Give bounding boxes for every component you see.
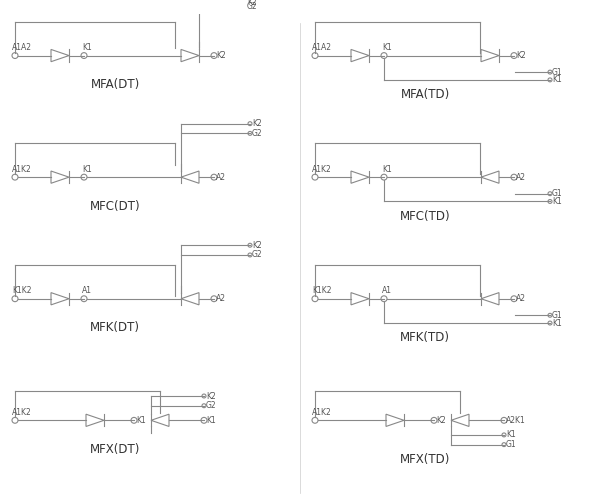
Text: A2: A2: [516, 294, 526, 303]
Text: A1K2: A1K2: [12, 165, 32, 174]
Text: A1A2: A1A2: [312, 43, 332, 52]
Text: MFA(TD): MFA(TD): [400, 88, 449, 101]
Text: K1: K1: [206, 416, 216, 425]
Text: K1: K1: [506, 431, 516, 440]
Text: A1: A1: [82, 286, 92, 295]
Text: K2: K2: [516, 51, 526, 60]
Text: K1: K1: [82, 43, 92, 52]
Text: G2: G2: [252, 250, 263, 260]
Text: K1K2: K1K2: [12, 286, 32, 295]
Text: K2: K2: [247, 0, 257, 7]
Text: MFX(TD): MFX(TD): [400, 453, 450, 466]
Text: K1K2: K1K2: [312, 286, 331, 295]
Text: A2: A2: [216, 173, 226, 182]
Text: K2: K2: [216, 51, 226, 60]
Text: G1: G1: [552, 67, 563, 76]
Text: MFK(TD): MFK(TD): [400, 331, 450, 344]
Text: A2: A2: [516, 173, 526, 182]
Text: A1A2: A1A2: [12, 43, 32, 52]
Text: K1: K1: [382, 43, 392, 52]
Text: A2: A2: [216, 294, 226, 303]
Text: G2: G2: [247, 3, 257, 12]
Text: K1: K1: [552, 318, 562, 327]
Text: K1: K1: [136, 416, 146, 425]
Text: K2: K2: [252, 119, 262, 128]
Text: G1: G1: [552, 189, 563, 198]
Text: A2K1: A2K1: [506, 416, 526, 425]
Text: K2: K2: [206, 391, 216, 400]
Text: K1: K1: [552, 197, 562, 206]
Text: K2: K2: [436, 416, 446, 425]
Text: A1K2: A1K2: [312, 408, 332, 417]
Text: MFX(DT): MFX(DT): [90, 443, 140, 456]
Text: MFC(DT): MFC(DT): [89, 200, 140, 213]
Text: K1: K1: [382, 165, 392, 174]
Text: G2: G2: [206, 401, 217, 410]
Text: G2: G2: [252, 129, 263, 138]
Text: MFA(DT): MFA(DT): [91, 78, 140, 91]
Text: MFC(TD): MFC(TD): [400, 210, 451, 222]
Text: K1: K1: [552, 75, 562, 85]
Text: G1: G1: [506, 440, 517, 449]
Text: A1K2: A1K2: [12, 408, 32, 417]
Text: A1: A1: [382, 286, 392, 295]
Text: MFK(DT): MFK(DT): [90, 321, 140, 334]
Text: K1: K1: [82, 165, 92, 174]
Text: G1: G1: [552, 311, 563, 320]
Text: K2: K2: [252, 241, 262, 249]
Text: A1K2: A1K2: [312, 165, 332, 174]
